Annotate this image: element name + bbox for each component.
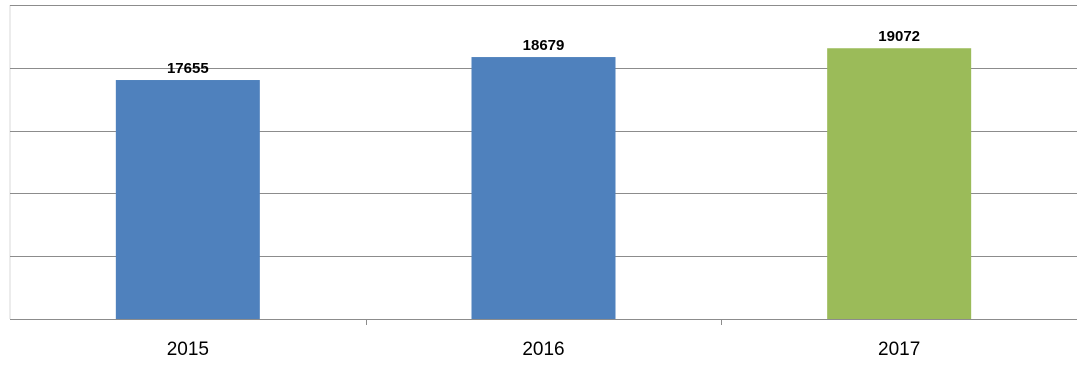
x-tick-label-2017: 2017 (878, 339, 920, 360)
data-label-2016: 18679 (523, 37, 565, 54)
bars (115, 48, 972, 320)
bar-2017 (827, 48, 972, 320)
data-label-2015: 17655 (167, 60, 209, 77)
bar-2016 (471, 57, 616, 320)
x-tick-label-2016: 2016 (522, 339, 564, 360)
bar-2015 (115, 80, 260, 319)
x-tick-label-2015: 2015 (167, 339, 209, 360)
data-label-2017: 19072 (878, 28, 920, 45)
data-labels: 17655 18679 19072 (167, 28, 920, 77)
x-axis: 2015 2016 2017 (10, 319, 1077, 360)
